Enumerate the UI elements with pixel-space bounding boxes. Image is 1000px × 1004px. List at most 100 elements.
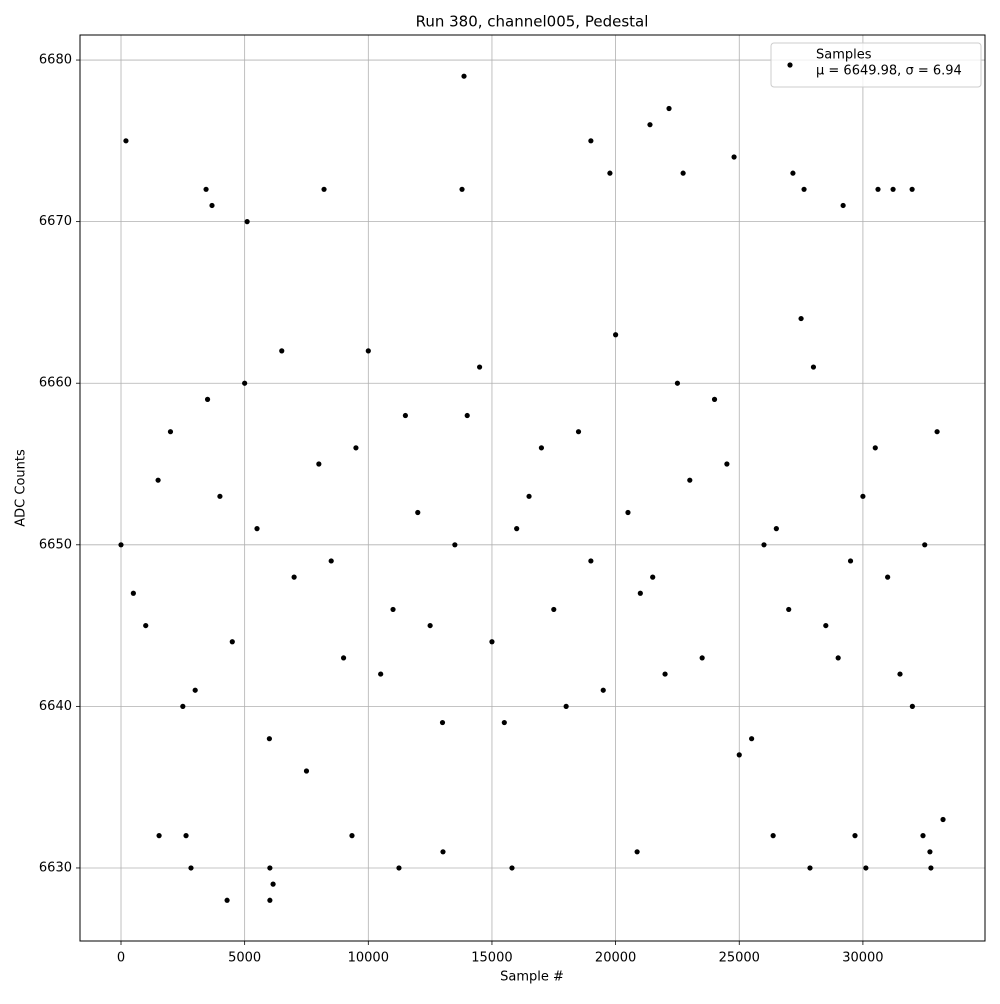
y-tick-label: 6640 [39, 699, 72, 714]
point [872, 445, 878, 451]
point [662, 671, 668, 677]
point [452, 542, 458, 548]
point [349, 833, 355, 839]
point [940, 816, 946, 823]
point [749, 736, 755, 742]
point [770, 833, 776, 839]
point [928, 865, 934, 871]
point [123, 138, 129, 144]
point [244, 219, 250, 225]
point [807, 865, 813, 871]
point [711, 396, 718, 402]
point [538, 445, 545, 451]
point [143, 622, 149, 629]
point [353, 445, 359, 451]
point [731, 154, 737, 160]
point [316, 461, 322, 467]
point [267, 865, 273, 871]
point [798, 315, 804, 322]
point [489, 639, 495, 645]
point [192, 687, 198, 693]
point [736, 752, 742, 758]
point [847, 558, 854, 564]
point [267, 897, 273, 903]
point [761, 542, 767, 548]
point [823, 622, 829, 629]
x-tick-label: 20000 [595, 951, 636, 966]
legend-label: Samples [816, 48, 872, 63]
x-tick-label: 5000 [228, 951, 261, 966]
point [909, 186, 915, 192]
point [563, 703, 569, 709]
point [224, 897, 230, 903]
point [551, 606, 557, 613]
point [860, 493, 866, 499]
point [634, 849, 640, 855]
point [674, 380, 681, 386]
point [650, 574, 656, 580]
point [588, 138, 594, 144]
point [203, 186, 209, 192]
point [863, 865, 869, 871]
point [209, 202, 215, 209]
point [840, 202, 846, 209]
point [130, 590, 136, 596]
point [514, 526, 520, 532]
point [575, 429, 582, 435]
point [440, 849, 446, 855]
point [890, 186, 896, 192]
point [279, 348, 285, 354]
y-tick-label: 6650 [39, 537, 72, 552]
y-tick-label: 6680 [39, 53, 72, 68]
point [909, 703, 915, 709]
point [439, 719, 446, 726]
point [875, 186, 881, 192]
point [270, 881, 276, 887]
y-tick-label: 6630 [39, 860, 72, 875]
point [666, 105, 672, 112]
point [303, 768, 310, 774]
x-tick-label: 25000 [719, 951, 760, 966]
point [402, 412, 408, 419]
legend-box [770, 42, 982, 88]
point [699, 655, 705, 661]
point [390, 606, 396, 613]
point [464, 412, 470, 419]
point [724, 461, 730, 467]
point [801, 186, 807, 192]
point [365, 348, 371, 354]
point [155, 477, 161, 483]
point [427, 622, 433, 629]
point [885, 574, 891, 580]
point [328, 558, 334, 564]
point [790, 170, 796, 176]
point [266, 736, 272, 742]
point [167, 429, 174, 435]
plot-frame [79, 34, 986, 942]
point [461, 73, 467, 79]
point [687, 477, 693, 483]
y-axis-label: ADC Counts [14, 449, 29, 527]
point [459, 186, 465, 192]
point [647, 122, 653, 128]
point [637, 590, 643, 596]
point [773, 526, 779, 532]
point [378, 671, 384, 677]
point [625, 509, 631, 516]
point [680, 170, 686, 176]
point [501, 719, 507, 726]
point [118, 542, 124, 548]
x-tick-label: 0 [117, 951, 125, 966]
x-tick-label: 30000 [842, 951, 883, 966]
point [607, 170, 613, 176]
legend-marker [787, 62, 793, 68]
y-tick-label: 6670 [39, 214, 72, 229]
point [217, 493, 223, 499]
point [897, 671, 903, 677]
chart-title: Run 380, channel005, Pedestal [416, 13, 649, 31]
point [180, 703, 186, 709]
point [188, 865, 194, 871]
